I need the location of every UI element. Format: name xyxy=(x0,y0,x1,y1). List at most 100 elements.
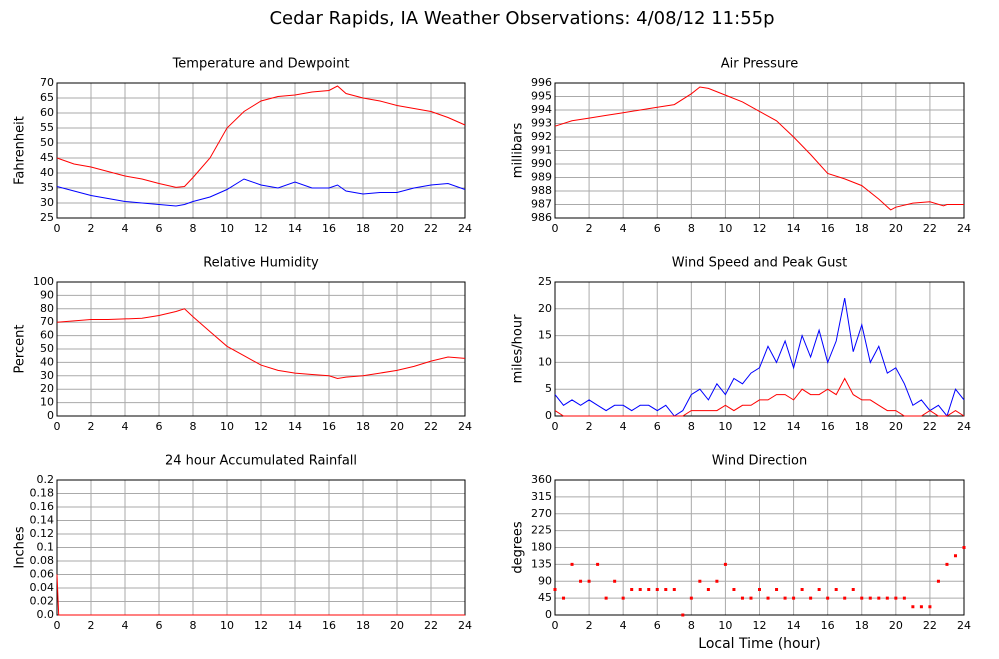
x-tick-label: 18 xyxy=(356,420,370,433)
x-tick-label: 16 xyxy=(322,619,336,632)
data-point xyxy=(936,579,940,583)
x-tick-label: 4 xyxy=(122,619,129,632)
y-tick-label: 0.12 xyxy=(30,527,55,540)
x-tick-label: 16 xyxy=(821,619,835,632)
x-tick-label: 18 xyxy=(356,222,370,235)
data-point xyxy=(732,588,736,591)
x-tick-label: 6 xyxy=(156,222,163,235)
y-tick-label: 50 xyxy=(40,342,54,355)
data-point xyxy=(604,596,608,600)
data-line xyxy=(56,85,466,188)
data-line xyxy=(554,377,965,417)
y-tick-label: 100 xyxy=(33,275,54,288)
y-tick-label: 0.06 xyxy=(30,568,55,581)
y-axis-label: Fahrenheit xyxy=(13,116,28,185)
data-point xyxy=(698,579,702,583)
x-axis-label: Local Time (hour) xyxy=(698,636,820,652)
y-tick-label: 25 xyxy=(538,275,552,288)
x-tick-label: 6 xyxy=(156,619,163,632)
x-tick-label: 0 xyxy=(552,222,559,235)
y-tick-label: 0 xyxy=(545,409,552,422)
x-tick-label: 0 xyxy=(54,222,61,235)
data-line xyxy=(56,574,465,616)
y-tick-label: 991 xyxy=(531,144,552,157)
data-point xyxy=(740,596,744,600)
x-tick-label: 18 xyxy=(356,619,370,632)
data-line xyxy=(554,298,965,418)
y-tick-label: 995 xyxy=(531,90,552,103)
y-tick-label: 270 xyxy=(531,507,552,520)
y-tick-label: 25 xyxy=(40,211,54,224)
data-point xyxy=(809,596,813,600)
y-tick-label: 992 xyxy=(531,130,552,143)
y-tick-label: 70 xyxy=(40,76,54,89)
data-point xyxy=(749,596,753,600)
y-tick-label: 0.2 xyxy=(37,473,55,486)
x-tick-label: 24 xyxy=(458,619,472,632)
data-point xyxy=(962,546,966,549)
x-tick-label: 16 xyxy=(821,420,835,433)
data-point xyxy=(945,562,949,566)
data-point xyxy=(647,588,651,591)
x-tick-label: 14 xyxy=(787,420,801,433)
x-tick-label: 2 xyxy=(88,420,95,433)
data-point xyxy=(928,605,932,609)
x-tick-label: 0 xyxy=(54,619,61,632)
data-point xyxy=(902,596,906,600)
y-tick-label: 20 xyxy=(538,302,552,315)
x-tick-label: 12 xyxy=(254,420,268,433)
y-tick-label: 315 xyxy=(531,490,552,503)
x-tick-label: 16 xyxy=(322,222,336,235)
data-point xyxy=(843,596,847,600)
x-tick-label: 8 xyxy=(190,420,197,433)
data-point xyxy=(553,588,557,591)
y-tick-label: 989 xyxy=(531,171,552,184)
y-tick-label: 0.04 xyxy=(30,581,55,594)
x-tick-label: 2 xyxy=(586,420,593,433)
y-tick-label: 5 xyxy=(545,382,552,395)
x-tick-label: 22 xyxy=(923,420,937,433)
y-axis-label: millibars xyxy=(511,123,526,179)
data-line xyxy=(56,308,466,380)
y-tick-label: 10 xyxy=(40,396,54,409)
x-tick-label: 12 xyxy=(753,619,767,632)
data-point xyxy=(706,588,710,591)
chart-title: 24 hour Accumulated Rainfall xyxy=(165,454,357,469)
y-axis-label: degrees xyxy=(511,521,526,574)
y-tick-label: 0 xyxy=(47,409,54,422)
x-tick-label: 6 xyxy=(156,420,163,433)
x-tick-label: 8 xyxy=(688,420,695,433)
y-tick-label: 15 xyxy=(538,329,552,342)
y-tick-label: 65 xyxy=(40,91,54,104)
x-tick-label: 24 xyxy=(957,222,971,235)
data-point xyxy=(911,605,915,609)
x-tick-label: 16 xyxy=(322,420,336,433)
x-tick-label: 12 xyxy=(753,420,767,433)
data-point xyxy=(885,596,889,600)
data-point xyxy=(613,579,617,583)
y-tick-label: 225 xyxy=(531,524,552,537)
y-tick-label: 0.16 xyxy=(30,500,55,513)
data-point xyxy=(851,588,855,591)
x-tick-label: 2 xyxy=(586,222,593,235)
data-line xyxy=(56,178,466,207)
y-tick-label: 0 xyxy=(545,608,552,621)
data-point xyxy=(638,588,642,591)
data-point xyxy=(689,596,693,600)
chart-title: Wind Speed and Peak Gust xyxy=(672,256,847,271)
y-tick-label: 0.1 xyxy=(37,541,55,554)
x-tick-label: 8 xyxy=(688,222,695,235)
x-tick-label: 22 xyxy=(923,222,937,235)
x-tick-label: 22 xyxy=(923,619,937,632)
y-tick-label: 90 xyxy=(538,574,552,587)
data-point xyxy=(579,579,583,583)
y-tick-label: 135 xyxy=(531,557,552,570)
x-tick-label: 12 xyxy=(753,222,767,235)
data-point xyxy=(630,588,634,591)
y-tick-label: 986 xyxy=(531,211,552,224)
x-tick-label: 20 xyxy=(889,619,903,632)
y-tick-label: 0.0 xyxy=(37,608,55,621)
x-tick-label: 14 xyxy=(288,222,302,235)
x-tick-label: 12 xyxy=(254,619,268,632)
plot-frame xyxy=(554,281,965,417)
